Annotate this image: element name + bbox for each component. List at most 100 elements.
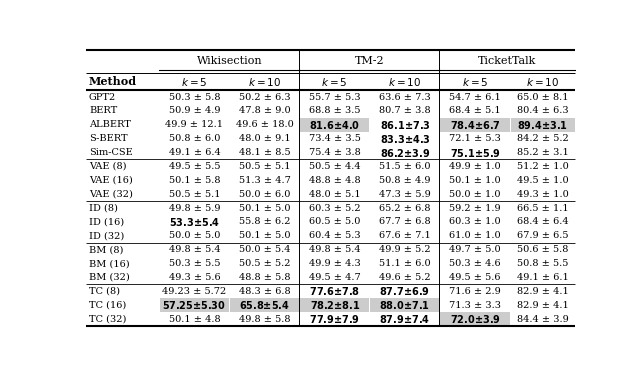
Text: 67.9 ± 6.5: 67.9 ± 6.5 <box>517 231 568 240</box>
Text: 50.8 ± 6.0: 50.8 ± 6.0 <box>169 134 220 143</box>
Text: $\mathbf{78.4}$$\mathbf{\pm}$$\mathbf{6.7}$: $\mathbf{78.4}$$\mathbf{\pm}$$\mathbf{6.… <box>450 119 500 131</box>
Text: 49.6 ± 18.0: 49.6 ± 18.0 <box>236 120 293 129</box>
Text: 50.2 ± 6.3: 50.2 ± 6.3 <box>239 92 291 102</box>
Text: 48.0 ± 5.1: 48.0 ± 5.1 <box>309 190 360 199</box>
Text: 50.5 ± 4.4: 50.5 ± 4.4 <box>309 162 360 171</box>
Text: 80.7 ± 3.8: 80.7 ± 3.8 <box>379 106 431 116</box>
Text: 49.1 ± 6.4: 49.1 ± 6.4 <box>168 148 220 157</box>
Text: $\mathbf{83.3}$$\mathbf{\pm}$$\mathbf{4.3}$: $\mathbf{83.3}$$\mathbf{\pm}$$\mathbf{4.… <box>380 132 430 145</box>
Text: 49.5 ± 1.0: 49.5 ± 1.0 <box>516 176 568 185</box>
Text: $k = 5$: $k = 5$ <box>181 75 207 88</box>
Text: 84.4 ± 3.9: 84.4 ± 3.9 <box>516 315 568 324</box>
Text: 49.9 ± 1.0: 49.9 ± 1.0 <box>449 162 501 171</box>
Text: 50.1 ± 5.0: 50.1 ± 5.0 <box>239 231 291 240</box>
Text: BM (32): BM (32) <box>89 273 130 282</box>
Text: 50.1 ± 1.0: 50.1 ± 1.0 <box>449 176 501 185</box>
Text: ID (8): ID (8) <box>89 204 118 213</box>
Text: TC (16): TC (16) <box>89 301 126 310</box>
Bar <box>440 312 509 326</box>
Text: 49.6 ± 5.2: 49.6 ± 5.2 <box>379 273 431 282</box>
Text: 49.5 ± 5.6: 49.5 ± 5.6 <box>449 273 501 282</box>
Text: 84.2 ± 5.2: 84.2 ± 5.2 <box>516 134 568 143</box>
Text: 68.8 ± 3.5: 68.8 ± 3.5 <box>309 106 360 116</box>
Text: $\mathbf{89.4}$$\mathbf{\pm}$$\mathbf{3.1}$: $\mathbf{89.4}$$\mathbf{\pm}$$\mathbf{3.… <box>517 119 568 131</box>
Text: 49.8 ± 5.4: 49.8 ± 5.4 <box>309 245 360 254</box>
Text: 68.4 ± 5.1: 68.4 ± 5.1 <box>449 106 501 116</box>
Text: 67.6 ± 7.1: 67.6 ± 7.1 <box>379 231 431 240</box>
Text: 82.9 ± 4.1: 82.9 ± 4.1 <box>516 287 568 296</box>
Text: VAE (8): VAE (8) <box>89 162 127 171</box>
Text: 50.0 ± 5.0: 50.0 ± 5.0 <box>169 231 220 240</box>
Bar <box>440 118 509 132</box>
Text: 49.23 ± 5.72: 49.23 ± 5.72 <box>163 287 227 296</box>
Text: 49.8 ± 5.9: 49.8 ± 5.9 <box>169 204 220 213</box>
Bar <box>300 118 369 132</box>
Text: $k = 10$: $k = 10$ <box>526 75 559 88</box>
Text: 51.1 ± 6.0: 51.1 ± 6.0 <box>379 259 431 268</box>
Text: Wikisection: Wikisection <box>196 56 262 67</box>
Text: $k = 5$: $k = 5$ <box>321 75 348 88</box>
Text: 60.5 ± 5.0: 60.5 ± 5.0 <box>309 217 360 226</box>
Text: 71.3 ± 3.3: 71.3 ± 3.3 <box>449 301 501 310</box>
Text: 49.3 ± 5.6: 49.3 ± 5.6 <box>168 273 220 282</box>
Text: 68.4 ± 6.4: 68.4 ± 6.4 <box>516 217 568 226</box>
Text: Method: Method <box>89 76 137 87</box>
Text: 60.3 ± 1.0: 60.3 ± 1.0 <box>449 217 501 226</box>
Bar <box>300 298 369 312</box>
Text: VAE (16): VAE (16) <box>89 176 132 185</box>
Text: $\mathbf{87.7}$$\mathbf{\pm}$$\mathbf{6.9}$: $\mathbf{87.7}$$\mathbf{\pm}$$\mathbf{6.… <box>380 286 430 297</box>
Text: 73.4 ± 3.5: 73.4 ± 3.5 <box>308 134 361 143</box>
Text: 49.1 ± 6.1: 49.1 ± 6.1 <box>516 273 568 282</box>
Text: 49.5 ± 5.5: 49.5 ± 5.5 <box>169 162 220 171</box>
Text: TM-2: TM-2 <box>355 56 385 67</box>
Text: 49.7 ± 5.0: 49.7 ± 5.0 <box>449 245 501 254</box>
Text: BM (16): BM (16) <box>89 259 129 268</box>
Text: 50.0 ± 5.4: 50.0 ± 5.4 <box>239 245 291 254</box>
Text: VAE (32): VAE (32) <box>89 190 133 199</box>
Text: 55.8 ± 6.2: 55.8 ± 6.2 <box>239 217 291 226</box>
Text: 47.3 ± 5.9: 47.3 ± 5.9 <box>379 190 431 199</box>
Text: 49.9 ± 12.1: 49.9 ± 12.1 <box>165 120 223 129</box>
Text: 50.5 ± 5.1: 50.5 ± 5.1 <box>169 190 220 199</box>
Text: BERT: BERT <box>89 106 117 116</box>
Text: $\mathbf{86.1}$$\mathbf{\pm}$$\mathbf{7.3}$: $\mathbf{86.1}$$\mathbf{\pm}$$\mathbf{7.… <box>380 119 430 131</box>
Text: $\mathbf{72.0}$$\mathbf{\pm}$$\mathbf{3.9}$: $\mathbf{72.0}$$\mathbf{\pm}$$\mathbf{3.… <box>450 313 500 325</box>
Text: 60.3 ± 5.2: 60.3 ± 5.2 <box>309 204 360 213</box>
Text: 50.1 ± 4.8: 50.1 ± 4.8 <box>168 315 220 324</box>
Text: TC (32): TC (32) <box>89 315 126 324</box>
Text: 48.3 ± 6.8: 48.3 ± 6.8 <box>239 287 291 296</box>
Text: 50.8 ± 4.9: 50.8 ± 4.9 <box>379 176 431 185</box>
Text: 75.4 ± 3.8: 75.4 ± 3.8 <box>309 148 360 157</box>
Text: 50.6 ± 5.8: 50.6 ± 5.8 <box>517 245 568 254</box>
Text: 50.1 ± 5.0: 50.1 ± 5.0 <box>239 204 291 213</box>
Text: 49.9 ± 4.3: 49.9 ± 4.3 <box>309 259 360 268</box>
Text: 60.4 ± 5.3: 60.4 ± 5.3 <box>309 231 360 240</box>
Text: $k = 5$: $k = 5$ <box>462 75 488 88</box>
Text: 49.9 ± 5.2: 49.9 ± 5.2 <box>379 245 431 254</box>
Text: $k = 10$: $k = 10$ <box>248 75 281 88</box>
Text: 72.1 ± 5.3: 72.1 ± 5.3 <box>449 134 501 143</box>
Text: TicketTalk: TicketTalk <box>478 56 537 67</box>
Text: 49.5 ± 4.7: 49.5 ± 4.7 <box>309 273 360 282</box>
Text: $\mathbf{81.6}$$\mathbf{\pm}$$\mathbf{4.0}$: $\mathbf{81.6}$$\mathbf{\pm}$$\mathbf{4.… <box>309 119 360 131</box>
Text: $\mathbf{77.6}$$\mathbf{\pm}$$\mathbf{7.8}$: $\mathbf{77.6}$$\mathbf{\pm}$$\mathbf{7.… <box>309 286 360 297</box>
Text: 50.9 ± 4.9: 50.9 ± 4.9 <box>169 106 220 116</box>
Text: S-BERT: S-BERT <box>89 134 127 143</box>
Text: $\mathbf{86.2}$$\mathbf{\pm}$$\mathbf{3.9}$: $\mathbf{86.2}$$\mathbf{\pm}$$\mathbf{3.… <box>380 146 430 159</box>
Text: 51.5 ± 6.0: 51.5 ± 6.0 <box>379 162 431 171</box>
Text: $k = 10$: $k = 10$ <box>388 75 422 88</box>
Text: 48.1 ± 8.5: 48.1 ± 8.5 <box>239 148 291 157</box>
Text: 82.9 ± 4.1: 82.9 ± 4.1 <box>516 301 568 310</box>
Text: $\mathbf{53.3}$$\mathbf{\pm}$$\mathbf{5.4}$: $\mathbf{53.3}$$\mathbf{\pm}$$\mathbf{5.… <box>169 216 220 228</box>
Text: 47.8 ± 9.0: 47.8 ± 9.0 <box>239 106 291 116</box>
Text: ID (16): ID (16) <box>89 217 124 226</box>
Text: 65.2 ± 6.8: 65.2 ± 6.8 <box>379 204 431 213</box>
Text: GPT2: GPT2 <box>89 92 116 102</box>
Text: $\mathbf{78.2}$$\mathbf{\pm}$$\mathbf{8.1}$: $\mathbf{78.2}$$\mathbf{\pm}$$\mathbf{8.… <box>310 299 360 311</box>
Text: 49.8 ± 5.8: 49.8 ± 5.8 <box>239 315 291 324</box>
Text: 48.8 ± 5.8: 48.8 ± 5.8 <box>239 273 291 282</box>
Text: Sim-CSE: Sim-CSE <box>89 148 132 157</box>
Bar <box>511 118 575 132</box>
Text: 85.2 ± 3.1: 85.2 ± 3.1 <box>516 148 568 157</box>
Text: 63.6 ± 7.3: 63.6 ± 7.3 <box>379 92 431 102</box>
